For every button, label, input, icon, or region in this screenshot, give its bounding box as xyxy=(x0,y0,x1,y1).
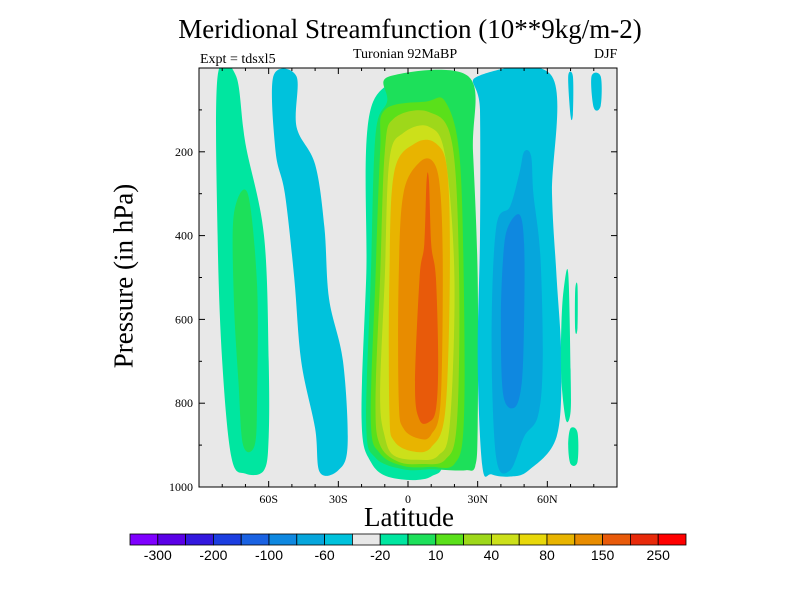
chart-title: Meridional Streamfunction (10**9kg/m-2) xyxy=(178,14,642,44)
contour-region-14 xyxy=(500,214,525,409)
x-tick-label-4: 60N xyxy=(537,492,558,506)
experiment-label: Expt = tdsxl5 xyxy=(200,52,276,67)
colorbar-box-13 xyxy=(490,533,520,546)
colorbar-box-12 xyxy=(463,533,492,546)
colorbar-label-3: -60 xyxy=(314,547,334,563)
contour-region-18 xyxy=(568,71,574,121)
colorbar-label-0: -300 xyxy=(144,547,172,563)
colorbar-label-1: -200 xyxy=(199,547,227,563)
y-tick-label-1: 400 xyxy=(175,229,193,243)
contour-region-19 xyxy=(591,72,602,111)
colorbar-label-7: 80 xyxy=(539,547,555,563)
x-tick-label-3: 30N xyxy=(467,492,488,506)
colorbar-label-2: -100 xyxy=(255,547,283,563)
period-label: Turonian 92MaBP xyxy=(353,47,458,62)
colorbar-box-3 xyxy=(212,533,242,546)
contour-region-1 xyxy=(232,189,258,453)
colorbar-box-1 xyxy=(157,533,187,546)
colorbar-box-17 xyxy=(602,533,631,546)
season-label: DJF xyxy=(594,47,618,62)
y-tick-label-4: 1000 xyxy=(169,480,193,494)
x-tick-label-2: 0 xyxy=(405,492,411,506)
colorbar-label-9: 250 xyxy=(647,547,671,563)
y-tick-label-0: 200 xyxy=(175,145,193,159)
y-tick-label-2: 600 xyxy=(175,312,193,326)
colorbar-box-4 xyxy=(240,533,270,546)
colorbar-box-5 xyxy=(268,533,298,546)
colorbar: -300 -200 -100 -60 -20 10 40 80 150 250 xyxy=(129,533,687,563)
x-axis-label: Latitude xyxy=(364,502,454,532)
colorbar-box-14 xyxy=(518,533,548,546)
colorbar-box-8 xyxy=(351,533,381,546)
colorbar-box-16 xyxy=(574,533,603,546)
colorbar-box-7 xyxy=(324,533,353,546)
colorbar-box-11 xyxy=(435,533,464,546)
colorbar-box-15 xyxy=(546,533,576,546)
contour-region-15 xyxy=(560,269,571,423)
colorbar-label-8: 150 xyxy=(591,547,615,563)
colorbar-box-19 xyxy=(657,533,687,546)
x-tick-label-0: 60S xyxy=(259,492,278,506)
colorbar-box-2 xyxy=(185,533,214,546)
contour-region-11 xyxy=(415,172,439,424)
plot-axes: 60S 30S 0 30N 60N 200 400 600 800 1000 xyxy=(169,67,618,506)
contour-region-16 xyxy=(568,427,579,466)
colorbar-box-6 xyxy=(296,533,325,546)
colorbar-box-18 xyxy=(630,533,659,546)
x-tick-label-1: 30S xyxy=(329,492,348,506)
y-tick-label-3: 800 xyxy=(175,396,193,410)
colorbar-box-0 xyxy=(129,533,159,546)
colorbar-label-4: -20 xyxy=(370,547,390,563)
colorbar-label-6: 40 xyxy=(484,547,500,563)
colorbar-box-9 xyxy=(379,533,409,546)
contour-region-17 xyxy=(574,282,578,335)
contour-region-2 xyxy=(271,68,348,476)
colorbar-label-5: 10 xyxy=(428,547,444,563)
contour-regions xyxy=(199,68,617,487)
colorbar-box-10 xyxy=(407,533,437,546)
